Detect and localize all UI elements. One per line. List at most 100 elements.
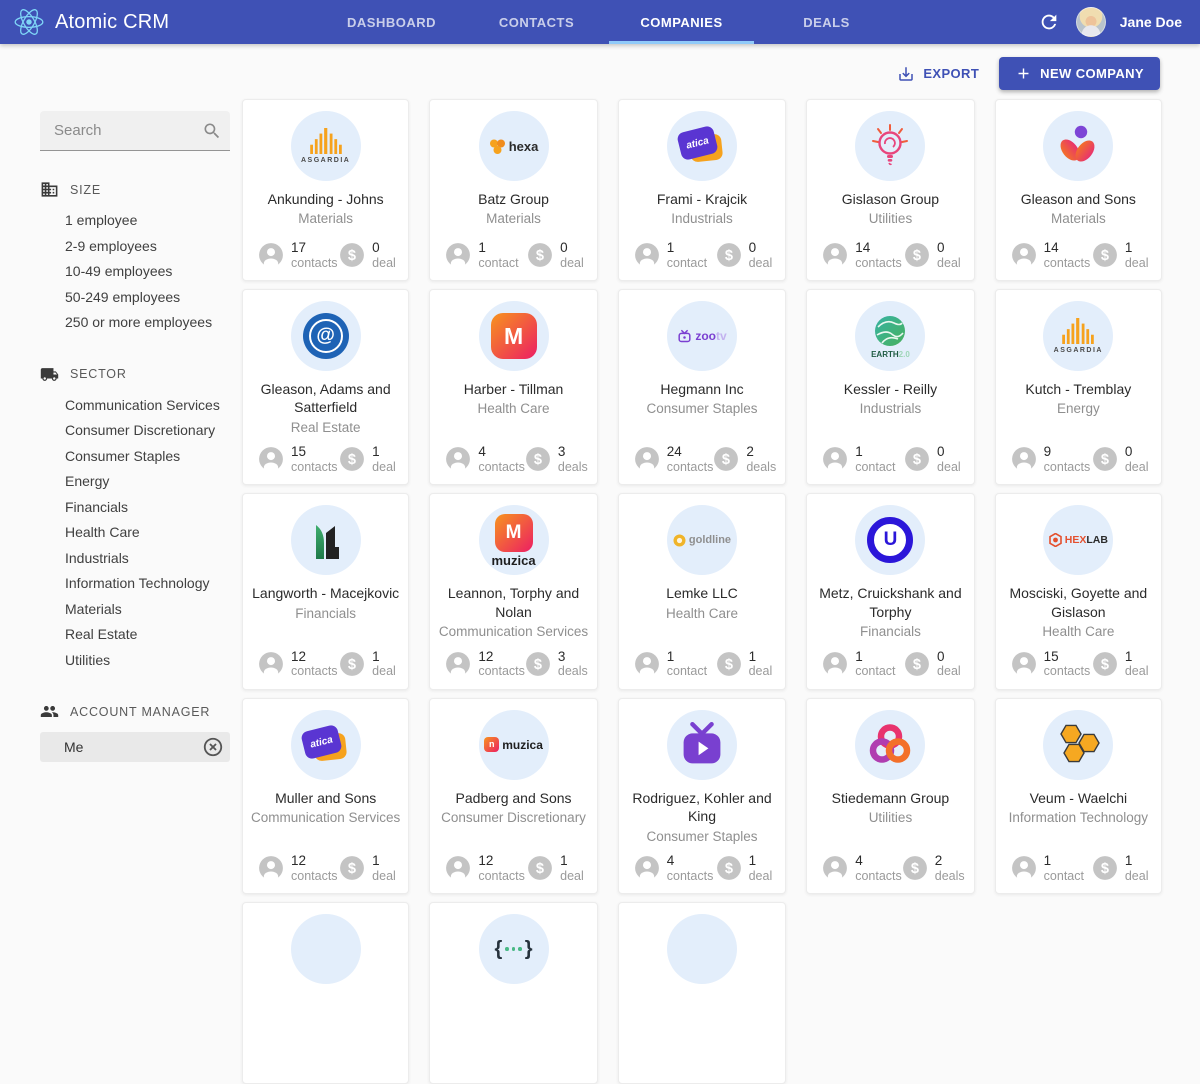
- filter-item[interactable]: Health Care: [65, 524, 140, 540]
- company-card[interactable]: Langworth - Macejkovic Financials 12 con…: [242, 493, 410, 690]
- company-name: Rodriguez, Kohler and King: [632, 789, 772, 825]
- deals-count: 1: [748, 648, 757, 664]
- company-stats: 12 contacts $ 1 deal: [250, 845, 401, 883]
- nav-tab-contacts[interactable]: CONTACTS: [498, 14, 575, 30]
- sector-filter-section: SECTOR Communication Services Consumer D…: [40, 365, 230, 674]
- deals-label: deal: [372, 460, 396, 474]
- person-icon: [634, 856, 659, 882]
- company-stats: 17 contacts $ 0 deal: [250, 232, 401, 270]
- nav-tabs: DASHBOARD CONTACTS COMPANIES DEALS: [319, 0, 899, 44]
- filter-item[interactable]: Real Estate: [65, 626, 138, 642]
- user-avatar[interactable]: [1075, 7, 1106, 37]
- dollar-icon: $: [340, 447, 365, 472]
- filter-item[interactable]: 50-249 employees: [65, 288, 181, 305]
- company-logo: [290, 914, 361, 985]
- company-card[interactable]: HEXLAB Mosciski, Goyette and Gislason He…: [994, 493, 1162, 690]
- company-name: Frami - Krajcik: [656, 191, 748, 207]
- contacts-label: contacts: [478, 460, 525, 474]
- nav-tab-companies[interactable]: COMPANIES: [609, 0, 754, 44]
- new-company-button[interactable]: NEW COMPANY: [999, 57, 1160, 90]
- company-card[interactable]: @ Gleason, Adams and Satterfield Real Es…: [242, 289, 410, 486]
- filter-item[interactable]: Consumer Discretionary: [65, 422, 216, 438]
- company-card[interactable]: Gleason and Sons Materials 14 contacts $: [994, 99, 1162, 281]
- contacts-stat: 17 contacts: [258, 240, 339, 270]
- person-icon: [1011, 243, 1036, 269]
- dollar-icon: $: [716, 856, 741, 881]
- company-stats: 24 contacts $ 2 deals: [626, 436, 778, 474]
- dollar-icon: $: [1092, 651, 1117, 676]
- filter-item[interactable]: Communication Services: [65, 396, 220, 413]
- company-card[interactable]: ASGARDIA Kutch - Tremblay Energy 9 conta…: [994, 289, 1162, 486]
- company-card[interactable]: Stiedemann Group Utilities 4 contacts $: [806, 697, 975, 895]
- filter-item[interactable]: 250 or more employees: [65, 314, 213, 330]
- svg-text:$: $: [725, 657, 733, 673]
- filter-item[interactable]: 2-9 employees: [65, 237, 157, 254]
- filter-item[interactable]: Information Technology: [65, 575, 210, 591]
- company-logo: atica: [290, 709, 361, 780]
- contacts-label: contacts: [666, 460, 714, 474]
- filter-item[interactable]: 10-49 employees: [65, 263, 173, 279]
- filter-item[interactable]: Energy: [65, 473, 110, 489]
- company-card[interactable]: hexa Batz Group Materials 1 contact: [429, 99, 598, 281]
- deals-label: deal: [560, 255, 584, 270]
- company-stats: 15 contacts $ 1 deal: [250, 436, 401, 474]
- account-manager-title: ACCOUNT MANAGER: [70, 704, 211, 719]
- deals-stat: $ 1 deal: [527, 853, 588, 883]
- filter-item[interactable]: Utilities: [65, 651, 111, 668]
- company-card[interactable]: atica Muller and Sons Communication Serv…: [242, 697, 410, 895]
- company-sector: Materials: [486, 211, 541, 227]
- remove-filter-icon[interactable]: [202, 736, 224, 758]
- company-card[interactable]: zootv Hegmann Inc Consumer Staples 24 co…: [617, 289, 787, 486]
- company-card[interactable]: ASGARDIA Ankunding - Johns Materials 17 …: [242, 99, 410, 281]
- nav-tab-deals[interactable]: DEALS: [803, 14, 850, 30]
- contacts-count: 14: [1043, 240, 1059, 256]
- company-logo: [1043, 709, 1114, 780]
- filter-item[interactable]: Financials: [65, 498, 129, 515]
- refresh-button[interactable]: [1036, 9, 1062, 35]
- filter-item[interactable]: Industrials: [65, 549, 129, 566]
- company-card-partial[interactable]: {}: [429, 902, 598, 1084]
- export-button[interactable]: EXPORT: [897, 65, 979, 83]
- deals-stat: $ 1 deal: [339, 444, 399, 474]
- company-card[interactable]: Veum - Waelchi Information Technology 1 …: [994, 697, 1162, 895]
- company-sector: Financials: [860, 624, 921, 640]
- company-name: Kutch - Tremblay: [1025, 381, 1132, 397]
- company-stats: 12 contacts $ 3 deals: [437, 641, 589, 679]
- filter-item[interactable]: Materials: [65, 600, 122, 617]
- deals-label: deal: [1124, 868, 1149, 883]
- filter-item[interactable]: Consumer Staples: [65, 447, 181, 464]
- companies-grid: ASGARDIA Ankunding - Johns Materials 17 …: [242, 99, 1162, 1084]
- company-card[interactable]: goldline Lemke LLC Health Care 1 contact: [617, 493, 787, 690]
- company-card[interactable]: U Metz, Cruickshank and Torphy Financial…: [806, 493, 975, 690]
- company-stats: 1 contact $ 1 deal: [1003, 845, 1154, 883]
- contacts-stat: 12 contacts: [445, 853, 527, 883]
- company-card[interactable]: atica Frami - Krajcik Industrials 1 cont…: [617, 99, 787, 281]
- dollar-icon: $: [902, 856, 927, 881]
- company-card-partial[interactable]: [617, 902, 787, 1084]
- dollar-icon: $: [528, 243, 553, 267]
- company-card-partial[interactable]: [242, 902, 410, 1084]
- nav-tab-dashboard[interactable]: DASHBOARD: [347, 14, 436, 30]
- deals-stat: $ 1 deal: [716, 649, 777, 679]
- contacts-count: 14: [855, 240, 871, 256]
- company-sector: Health Care: [1042, 624, 1115, 640]
- company-card[interactable]: M Harber - Tillman Health Care 4 contact…: [429, 289, 598, 486]
- contacts-count: 1: [666, 240, 675, 256]
- search-input[interactable]: [52, 121, 196, 140]
- user-name: Jane Doe: [1119, 14, 1182, 30]
- company-sector: Real Estate: [290, 419, 361, 435]
- company-card[interactable]: EARTH2.0 Kessler - Reilly Industrials 1 …: [806, 289, 975, 486]
- person-icon: [259, 243, 283, 269]
- company-card[interactable]: Rodriguez, Kohler and King Consumer Stap…: [617, 697, 787, 895]
- deals-count: 0: [560, 240, 568, 256]
- company-sector: Consumer Staples: [646, 828, 758, 844]
- svg-text:$: $: [1101, 248, 1109, 264]
- company-stats: 12 contacts $ 1 deal: [250, 641, 401, 679]
- company-card[interactable]: Gislason Group Utilities 14 contacts $: [806, 99, 975, 281]
- company-card[interactable]: n muzica Padberg and Sons Consumer Discre…: [429, 697, 598, 895]
- filter-item[interactable]: 1 employee: [65, 212, 138, 228]
- company-logo: ASGARDIA: [1043, 301, 1114, 371]
- me-filter-chip[interactable]: Me: [40, 732, 230, 762]
- company-name: Metz, Cruickshank and Torphy: [819, 585, 962, 620]
